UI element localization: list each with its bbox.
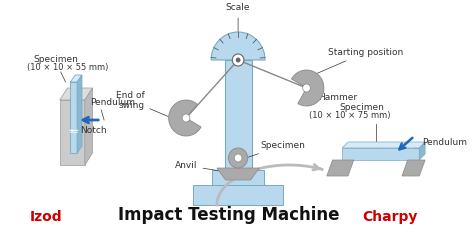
Polygon shape [60, 88, 92, 100]
Wedge shape [292, 70, 324, 106]
Polygon shape [342, 148, 419, 160]
Circle shape [236, 58, 240, 62]
Text: Scale: Scale [226, 4, 250, 32]
Wedge shape [169, 100, 201, 136]
Text: Specimen: Specimen [339, 103, 384, 112]
Text: End of
swing: End of swing [116, 91, 169, 117]
Polygon shape [212, 170, 264, 185]
Text: Specimen: Specimen [34, 55, 79, 64]
Text: Pendulum: Pendulum [91, 98, 136, 107]
Text: Izod: Izod [30, 210, 63, 224]
Text: Pendulum: Pendulum [422, 138, 467, 147]
Text: Impact Testing Machine: Impact Testing Machine [118, 206, 339, 224]
Polygon shape [85, 88, 92, 165]
Text: (10 × 10 × 55 mm): (10 × 10 × 55 mm) [27, 63, 109, 72]
Circle shape [232, 54, 244, 66]
Circle shape [303, 84, 310, 92]
Polygon shape [342, 142, 425, 148]
Text: Charpy: Charpy [363, 210, 418, 224]
Polygon shape [217, 168, 259, 180]
Polygon shape [327, 160, 354, 176]
Text: Hammer: Hammer [304, 93, 357, 102]
Text: Starting position: Starting position [304, 48, 403, 79]
Text: (10 × 10 × 75 mm): (10 × 10 × 75 mm) [309, 111, 391, 120]
Polygon shape [70, 75, 82, 82]
Circle shape [182, 114, 190, 122]
Text: Anvil: Anvil [175, 161, 224, 172]
Polygon shape [225, 60, 252, 170]
Polygon shape [77, 75, 82, 153]
Wedge shape [211, 32, 265, 60]
Polygon shape [60, 100, 85, 165]
Text: Specimen: Specimen [248, 141, 305, 157]
Circle shape [228, 148, 248, 168]
Polygon shape [193, 185, 283, 205]
Circle shape [234, 154, 242, 162]
Polygon shape [419, 142, 425, 160]
Text: Notch: Notch [80, 126, 107, 135]
Polygon shape [70, 82, 77, 153]
Polygon shape [402, 160, 425, 176]
